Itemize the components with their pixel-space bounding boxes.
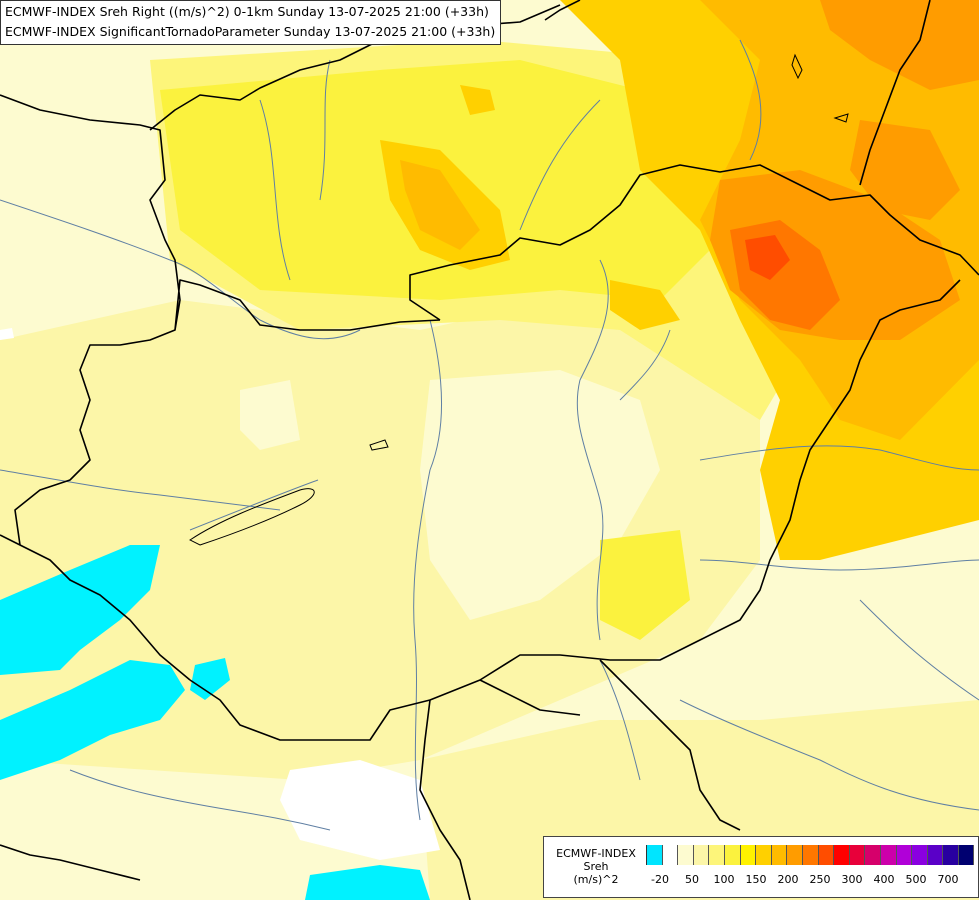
legend-swatch bbox=[709, 845, 725, 865]
legend-swatch bbox=[865, 845, 881, 865]
legend-tick-label: 150 bbox=[745, 873, 767, 886]
rivers bbox=[0, 39, 979, 831]
map-title-box: ECMWF-INDEX Sreh Right ((m/s)^2) 0-1km S… bbox=[0, 0, 502, 45]
sreh-field-orange bbox=[380, 0, 979, 560]
legend-swatch bbox=[740, 845, 757, 865]
legend-tick-label: 400 bbox=[873, 873, 895, 886]
legend-swatch bbox=[943, 845, 959, 865]
legend-swatch bbox=[647, 845, 663, 865]
legend-swatch bbox=[912, 845, 928, 865]
legend-tick-label: 300 bbox=[841, 873, 863, 886]
lake-northeast bbox=[833, 113, 849, 123]
legend-swatch bbox=[771, 845, 788, 865]
legend-swatch bbox=[927, 845, 944, 865]
legend-tick-label: 250 bbox=[809, 873, 831, 886]
legend-swatch bbox=[662, 845, 679, 865]
legend-swatch bbox=[787, 845, 803, 865]
legend-ticks: -20 50 100 150 200 250 300 400 500 700 bbox=[646, 873, 974, 889]
legend-swatch bbox=[756, 845, 772, 865]
legend-swatch bbox=[818, 845, 835, 865]
color-legend: ECMWF-INDEX Sreh (m/s)^2 -20 50 100 150 200 2… bbox=[543, 836, 979, 898]
legend-swatch bbox=[693, 845, 710, 865]
legend-tick-label: 500 bbox=[905, 873, 927, 886]
legend-swatch bbox=[958, 845, 975, 865]
legend-swatch bbox=[880, 845, 897, 865]
legend-swatch bbox=[834, 845, 850, 865]
legend-tick-label: 700 bbox=[937, 873, 959, 886]
sreh-field-negative bbox=[0, 328, 440, 900]
legend-variable: Sreh bbox=[583, 860, 609, 873]
lake-small bbox=[369, 439, 389, 451]
legend-swatch bbox=[678, 845, 694, 865]
lakes bbox=[189, 53, 849, 546]
legend-label: ECMWF-INDEX Sreh (m/s)^2 bbox=[550, 847, 642, 886]
legend-tick-label: 200 bbox=[777, 873, 799, 886]
legend-swatch bbox=[849, 845, 866, 865]
legend-swatch bbox=[802, 845, 819, 865]
legend-source: ECMWF-INDEX bbox=[556, 847, 636, 860]
lake-north bbox=[791, 53, 803, 80]
legend-swatch bbox=[724, 845, 741, 865]
legend-swatches bbox=[646, 845, 975, 865]
legend-tick-label: 100 bbox=[713, 873, 735, 886]
legend-swatch bbox=[896, 845, 913, 865]
legend-tick-label: -20 bbox=[651, 873, 669, 886]
title-sreh: ECMWF-INDEX Sreh Right ((m/s)^2) 0-1km S… bbox=[5, 4, 489, 19]
title-stp: ECMWF-INDEX SignificantTornadoParameter … bbox=[5, 24, 496, 39]
lake-balaton bbox=[189, 488, 315, 546]
legend-tick-label: 50 bbox=[685, 873, 699, 886]
legend-unit: (m/s)^2 bbox=[573, 873, 619, 886]
